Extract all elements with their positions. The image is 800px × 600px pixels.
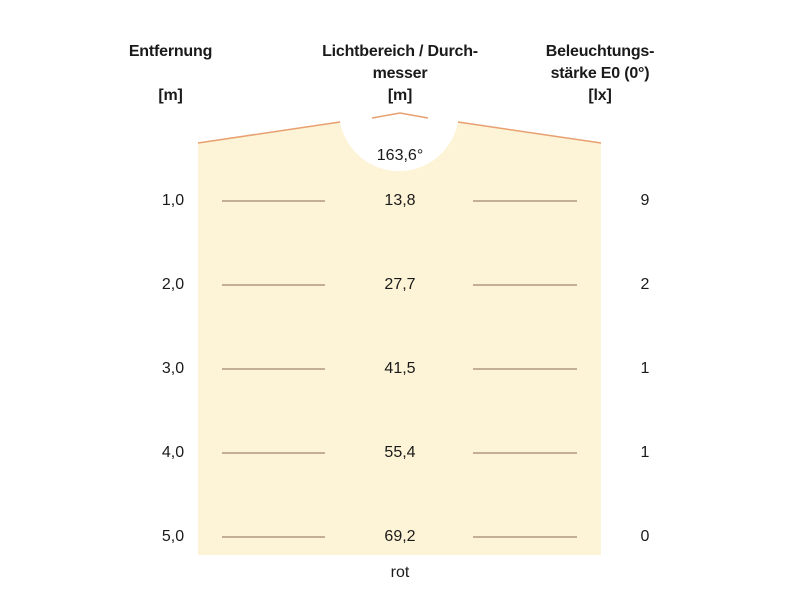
header-illuminance: Beleuchtungs- stärke E0 (0°) [lx] xyxy=(520,41,680,107)
header-diameter-title-1: Lichtbereich / Durch- xyxy=(322,43,478,60)
row-3-illuminance: 1 xyxy=(640,360,650,377)
row-2-diameter: 27,7 xyxy=(384,276,416,293)
row-5-diameter: 69,2 xyxy=(384,528,416,545)
header-diameter-unit: [m] xyxy=(387,87,413,104)
row-4-diameter: 55,4 xyxy=(384,444,416,461)
row-1-diameter: 13,8 xyxy=(384,192,416,209)
row-4-distance: 4,0 xyxy=(161,444,185,461)
row-5-illuminance: 0 xyxy=(640,528,650,545)
beam-edge-right xyxy=(457,121,602,144)
beam-source-roof xyxy=(371,112,429,119)
row-4-illuminance: 1 xyxy=(640,444,650,461)
row-2-distance: 2,0 xyxy=(161,276,185,293)
row-3-diameter: 41,5 xyxy=(384,360,416,377)
beam-angle-label: 163,6° xyxy=(376,147,424,164)
beam-area xyxy=(198,122,601,555)
row-1-illuminance: 9 xyxy=(640,192,650,209)
footer-label: rot xyxy=(390,564,410,581)
row-5-distance: 5,0 xyxy=(161,528,185,545)
header-distance-unit: [m] xyxy=(158,87,183,104)
header-illuminance-title-2: stärke E0 (0°) xyxy=(550,65,650,82)
row-1-distance: 1,0 xyxy=(161,192,185,209)
row-2-illuminance: 2 xyxy=(640,276,650,293)
header-diameter: Lichtbereich / Durch- messer [m] xyxy=(300,41,500,107)
header-diameter-title-2: messer xyxy=(372,65,428,82)
guide-lines xyxy=(222,200,577,538)
header-distance: Entfernung [m] xyxy=(108,41,233,107)
header-distance-title: Entfernung xyxy=(128,43,213,60)
header-illuminance-unit: [lx] xyxy=(588,87,612,104)
beam-edge-left xyxy=(197,121,341,144)
row-3-distance: 3,0 xyxy=(161,360,185,377)
header-illuminance-title-1: Beleuchtungs- xyxy=(545,43,655,60)
